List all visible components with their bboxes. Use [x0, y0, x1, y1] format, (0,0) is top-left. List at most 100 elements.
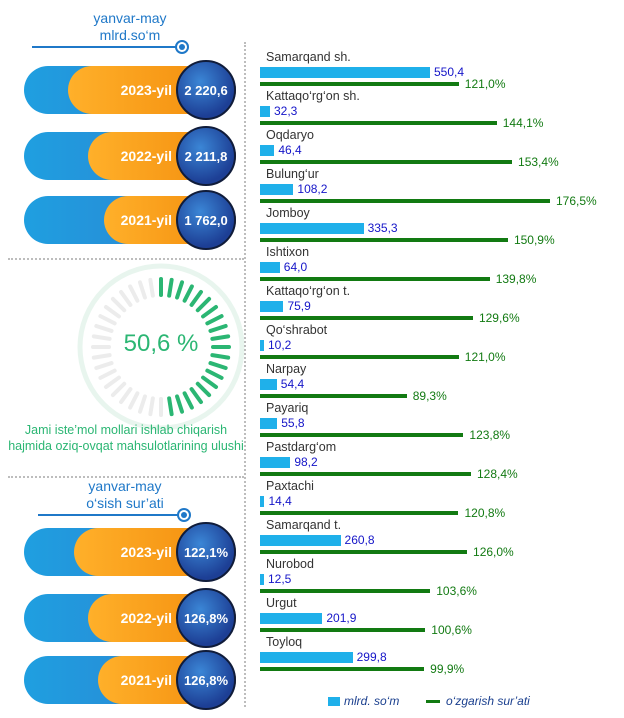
gauge-tick-filled: [182, 391, 194, 410]
gauge-tick-filled: [175, 280, 185, 300]
gauge-tick-filled: [189, 289, 203, 307]
growth-label: 123,8%: [469, 428, 511, 442]
volume-label: 201,9: [326, 611, 357, 625]
volume-bar: [260, 613, 323, 624]
gauge-tick-filled: [167, 396, 174, 417]
growth-label: 121,0%: [464, 77, 506, 91]
value-circle: 122,1%: [176, 522, 236, 582]
gauge-tick-empty: [148, 396, 155, 417]
legend-label-volume: mlrd. so‘m: [344, 694, 400, 708]
value-circle: 1 762,0: [176, 190, 236, 250]
volume-bar: [260, 340, 264, 351]
gauge-tick-empty: [103, 305, 121, 319]
value-circle: 126,8%: [176, 588, 236, 648]
volume-label: 12,5: [268, 572, 292, 586]
gauge-tick-filled: [201, 375, 219, 389]
gauge-tick-empty: [148, 277, 155, 298]
volume-label: 14,4: [268, 494, 292, 508]
top-header-rule: [32, 46, 180, 48]
growth-bar: [260, 316, 473, 320]
growth-bar: [260, 433, 464, 437]
gauge-tick-filled: [210, 334, 231, 341]
column-divider: [244, 42, 246, 707]
volume-bar: [260, 301, 284, 312]
district-label: Kattaqo‘rg‘on sh.: [266, 89, 360, 103]
legend-swatch-volume: [328, 697, 340, 706]
growth-bar: [260, 550, 468, 554]
district-label: Samarqand sh.: [266, 50, 351, 64]
growth-bar: [260, 355, 459, 359]
gauge-tick-empty: [137, 280, 147, 300]
volume-label: 55,8: [281, 416, 305, 430]
top-header-ring-icon: [175, 40, 189, 54]
bottom-header-unit: o‘sish sur’ati: [86, 495, 164, 511]
volume-bar: [260, 652, 353, 663]
value-circle: 126,8%: [176, 650, 236, 710]
growth-label: 144,1%: [502, 116, 544, 130]
value-circle: 2 220,6: [176, 60, 236, 120]
year-label: 2022-yil: [120, 610, 172, 626]
value-circle: 2 211,8: [176, 126, 236, 186]
volume-bar: [260, 457, 291, 468]
gauge-tick-filled: [208, 361, 228, 371]
district-chart: Samarqand sh. 550,4 121,0% Kattaqo‘rg‘on sh…: [256, 50, 624, 690]
volume-bar: [260, 145, 275, 156]
district-label: Narpay: [266, 362, 307, 376]
growth-bar: [260, 394, 407, 398]
top-header: yanvar-may mlrd.so‘m: [70, 10, 190, 44]
volume-bar: [260, 496, 265, 507]
district-label: Qo‘shrabot: [266, 323, 328, 337]
gauge-value: 50,6 %: [123, 330, 199, 357]
growth-label: 99,9%: [430, 662, 465, 676]
growth-bar: [260, 628, 426, 632]
gauge-tick-empty: [94, 323, 114, 333]
growth-label: 100,6%: [431, 623, 472, 637]
gauge-tick-filled: [189, 387, 203, 405]
growth-label: 129,6%: [478, 311, 520, 325]
gauge-tick-empty: [91, 353, 112, 360]
volume-bar: [260, 535, 341, 546]
growth-label: 139,8%: [495, 272, 537, 286]
gauge-tick-empty: [137, 394, 147, 414]
growth-label: 153,4%: [518, 155, 559, 169]
gauge-tick-empty: [91, 334, 112, 341]
gauge-tick-empty: [110, 381, 127, 398]
growth-bar: [260, 472, 471, 476]
bottom-header-period: yanvar-may: [88, 478, 162, 494]
gauge-tick-empty: [128, 391, 140, 410]
gauge-tick-filled: [167, 277, 174, 298]
bottom-header-rule: [38, 514, 182, 516]
district-label: Samarqand t.: [266, 518, 342, 532]
gauge-tick-empty: [110, 296, 127, 313]
gauge-caption: Jami iste’mol mollari ishlab chiqarish h…: [8, 423, 244, 453]
volume-bar: [260, 574, 264, 585]
gauge-tick-filled: [208, 323, 228, 333]
divider: [8, 258, 244, 260]
growth-label: 150,9%: [513, 233, 555, 247]
growth-label: 120,8%: [464, 506, 506, 520]
volume-bar: [260, 223, 364, 234]
volume-label: 260,8: [344, 533, 375, 547]
bottom-header-ring-icon: [177, 508, 191, 522]
gauge-tick-filled: [205, 314, 224, 326]
gauge-tick-filled: [201, 305, 219, 319]
district-label: Nurobod: [266, 557, 314, 571]
volume-bar: [260, 67, 430, 78]
district-label: Ishtixon: [266, 245, 310, 259]
gauge-tick-empty: [119, 387, 133, 405]
growth-bar: [260, 277, 490, 281]
volume-label: 335,3: [367, 221, 398, 235]
gauge-tick-empty: [98, 314, 117, 326]
legend-label-growth: o‘zgarish sur’ati: [446, 694, 530, 708]
top-header-unit: mlrd.so‘m: [99, 27, 161, 43]
year-label: 2022-yil: [120, 148, 172, 164]
share-gauge: [77, 263, 245, 431]
district-label: Bulung‘ur: [266, 167, 319, 181]
growth-bar: [260, 82, 459, 86]
growth-bar: [260, 238, 508, 242]
volume-label: 64,0: [283, 260, 308, 274]
growth-bar: [260, 121, 497, 125]
gauge-tick-empty: [103, 375, 121, 389]
district-label: Kattaqo‘rg‘on t.: [266, 284, 351, 298]
gauge-tick-filled: [210, 353, 231, 360]
